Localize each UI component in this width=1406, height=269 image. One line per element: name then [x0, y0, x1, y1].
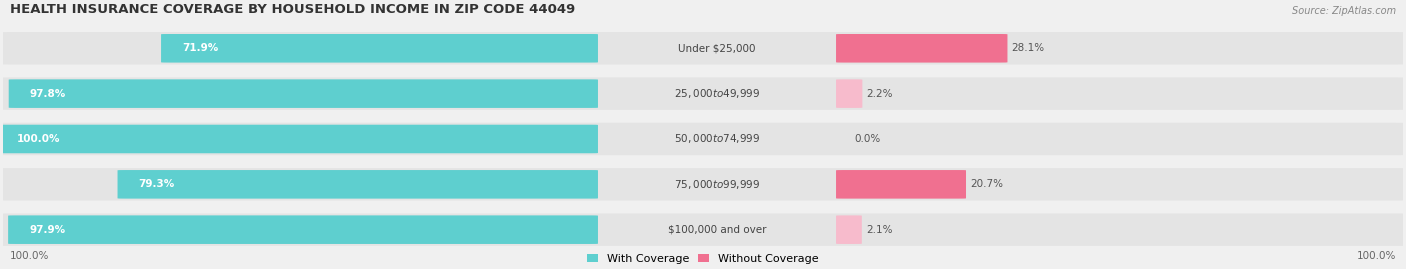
Text: $25,000 to $49,999: $25,000 to $49,999: [673, 87, 761, 100]
Text: 2.2%: 2.2%: [866, 89, 893, 99]
Text: 100.0%: 100.0%: [1357, 251, 1396, 261]
Text: 79.3%: 79.3%: [139, 179, 174, 189]
Text: $75,000 to $99,999: $75,000 to $99,999: [673, 178, 761, 191]
FancyBboxPatch shape: [0, 123, 1406, 155]
FancyBboxPatch shape: [837, 79, 862, 108]
Text: $50,000 to $74,999: $50,000 to $74,999: [673, 133, 761, 146]
Legend: With Coverage, Without Coverage: With Coverage, Without Coverage: [582, 249, 824, 268]
Text: 20.7%: 20.7%: [970, 179, 1004, 189]
FancyBboxPatch shape: [837, 34, 1008, 63]
FancyBboxPatch shape: [0, 77, 1406, 110]
FancyBboxPatch shape: [162, 34, 598, 63]
Text: $100,000 and over: $100,000 and over: [668, 225, 766, 235]
FancyBboxPatch shape: [8, 79, 598, 108]
FancyBboxPatch shape: [0, 213, 1406, 246]
Text: HEALTH INSURANCE COVERAGE BY HOUSEHOLD INCOME IN ZIP CODE 44049: HEALTH INSURANCE COVERAGE BY HOUSEHOLD I…: [10, 3, 575, 16]
Text: 97.8%: 97.8%: [30, 89, 66, 99]
Text: 97.9%: 97.9%: [30, 225, 65, 235]
Text: 0.0%: 0.0%: [855, 134, 880, 144]
FancyBboxPatch shape: [118, 170, 598, 199]
FancyBboxPatch shape: [837, 215, 862, 244]
Text: 2.1%: 2.1%: [866, 225, 893, 235]
Text: Under $25,000: Under $25,000: [678, 43, 756, 53]
FancyBboxPatch shape: [0, 32, 1406, 65]
Text: Source: ZipAtlas.com: Source: ZipAtlas.com: [1292, 6, 1396, 16]
FancyBboxPatch shape: [0, 168, 1406, 201]
Text: 28.1%: 28.1%: [1012, 43, 1045, 53]
Text: 100.0%: 100.0%: [10, 251, 49, 261]
FancyBboxPatch shape: [8, 215, 598, 244]
Text: 100.0%: 100.0%: [17, 134, 60, 144]
FancyBboxPatch shape: [837, 170, 966, 199]
FancyBboxPatch shape: [0, 125, 598, 153]
Text: 71.9%: 71.9%: [181, 43, 218, 53]
